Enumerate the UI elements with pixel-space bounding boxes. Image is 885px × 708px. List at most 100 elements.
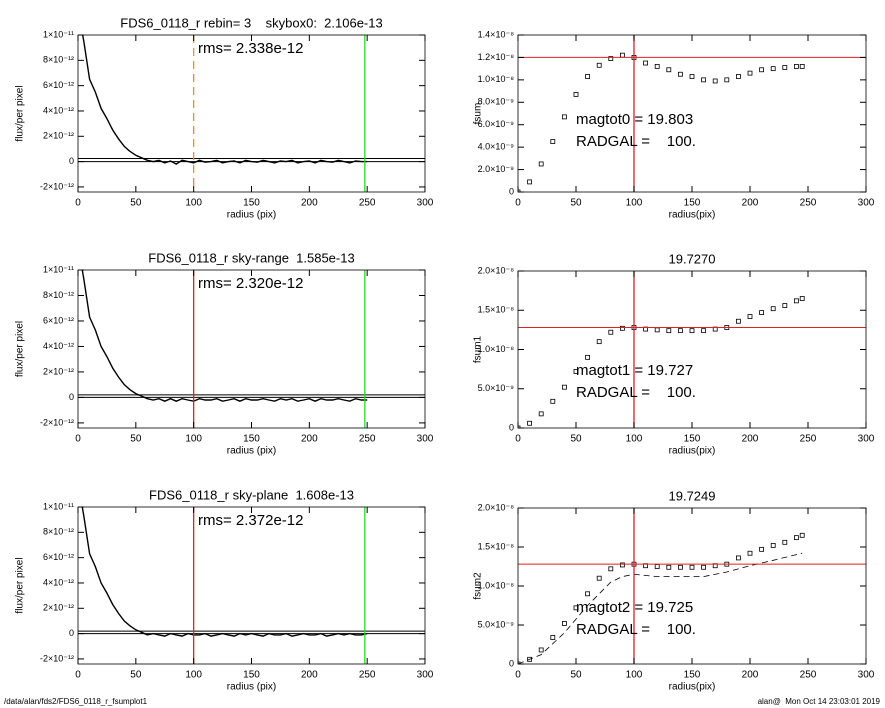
footer-stamp: alan@ Mon Oct 14 23:03:01 2019 xyxy=(758,697,881,706)
y-tick-label: 8×10⁻¹² xyxy=(43,55,74,65)
y-axis-label: fsum2 xyxy=(473,572,484,600)
x-tick-label: 0 xyxy=(75,198,81,209)
data-marker xyxy=(666,328,672,334)
x-axis-label: radius(pix) xyxy=(669,446,716,457)
data-marker xyxy=(562,621,567,626)
chart-title: 19.7270 xyxy=(669,251,716,266)
data-marker xyxy=(608,329,614,335)
data-marker xyxy=(712,78,718,84)
y-tick-label: 1.4×10⁻⁸ xyxy=(478,29,515,39)
x-axis-label: radius (pix) xyxy=(227,210,276,221)
data-marker xyxy=(689,328,695,334)
data-marker xyxy=(538,647,544,653)
x-tick-label: 100 xyxy=(185,198,202,209)
data-marker xyxy=(550,635,556,640)
profile-line xyxy=(518,552,803,664)
y-tick-label: 0 xyxy=(69,628,74,638)
data-marker xyxy=(666,564,672,570)
plot-area xyxy=(78,507,425,664)
data-marker xyxy=(747,314,753,319)
plot-frame xyxy=(517,507,867,665)
data-marker xyxy=(562,114,567,120)
y-tick-label: 8×10⁻¹² xyxy=(43,527,74,537)
annotation: rms= 2.320e-12 xyxy=(198,275,303,292)
chart-title: FDS6_0118_r rebin= 3 skybox0: 2.106e-13 xyxy=(120,15,382,30)
data-marker xyxy=(701,564,706,570)
x-axis-label: radius (pix) xyxy=(227,682,276,693)
data-marker xyxy=(538,411,544,417)
data-marker xyxy=(678,564,683,570)
y-tick-label: 0 xyxy=(509,658,514,668)
y-tick-label: 0 xyxy=(509,186,514,196)
x-tick-label: 50 xyxy=(570,670,582,681)
data-marker xyxy=(562,384,567,390)
x-tick-label: 250 xyxy=(359,434,376,445)
data-marker xyxy=(689,74,695,79)
data-marker xyxy=(782,539,788,545)
x-tick-label: 250 xyxy=(359,670,376,681)
data-marker xyxy=(794,535,799,541)
data-marker xyxy=(608,56,614,61)
plot-area xyxy=(518,35,866,192)
y-tick-label: -2×10⁻¹² xyxy=(40,653,74,663)
data-marker xyxy=(782,303,788,308)
y-axis-label: fsum1 xyxy=(473,335,484,363)
data-marker xyxy=(585,74,590,79)
data-marker xyxy=(799,532,805,538)
x-tick-label: 0 xyxy=(515,434,521,445)
data-marker xyxy=(550,398,556,404)
data-marker xyxy=(654,64,660,69)
data-marker xyxy=(759,546,764,552)
data-marker xyxy=(666,67,672,73)
profile-line xyxy=(81,35,368,165)
profile-line xyxy=(81,507,368,637)
data-marker xyxy=(794,64,799,69)
plot-area xyxy=(78,35,425,192)
y-tick-label: 1.5×10⁻⁸ xyxy=(478,305,515,315)
chart-title: FDS6_0118_r sky-plane 1.608e-13 xyxy=(149,487,354,502)
y-tick-label: 4×10⁻¹² xyxy=(43,341,74,351)
plot-frame xyxy=(77,34,426,193)
data-marker xyxy=(620,52,625,58)
x-axis-label: radius (pix) xyxy=(227,446,276,457)
x-tick-label: 250 xyxy=(800,434,817,445)
data-marker xyxy=(770,306,776,312)
y-tick-label: 1.0×10⁻⁸ xyxy=(478,580,515,590)
x-tick-label: 0 xyxy=(75,670,81,681)
annotation: magtot1 = 19.727 xyxy=(576,362,693,379)
data-marker xyxy=(573,92,579,97)
x-tick-label: 50 xyxy=(130,670,142,681)
y-tick-label: 1.2×10⁻⁸ xyxy=(478,52,515,62)
y-axis-label: fsum xyxy=(473,103,484,125)
annotation: rms= 2.372e-12 xyxy=(198,512,303,529)
x-tick-label: 300 xyxy=(858,198,875,209)
data-marker xyxy=(689,564,695,570)
data-marker xyxy=(550,139,556,144)
data-marker xyxy=(747,550,753,556)
data-marker xyxy=(678,328,683,334)
y-tick-label: 1×10⁻¹¹ xyxy=(43,29,74,39)
data-marker xyxy=(782,65,788,70)
y-tick-label: 0 xyxy=(69,392,74,402)
annotation: magtot0 = 19.803 xyxy=(576,111,693,128)
y-axis-label: flux/per pixel xyxy=(15,85,26,141)
data-marker xyxy=(799,64,805,69)
y-tick-label: 5.0×10⁻⁹ xyxy=(478,619,515,629)
x-tick-label: 100 xyxy=(185,670,202,681)
x-tick-label: 200 xyxy=(301,198,318,209)
x-tick-label: 200 xyxy=(301,434,318,445)
x-tick-label: 200 xyxy=(742,198,759,209)
y-tick-label: 1×10⁻¹¹ xyxy=(43,501,74,511)
x-tick-label: 250 xyxy=(359,198,376,209)
x-axis-label: radius(pix) xyxy=(669,210,716,221)
x-tick-label: 150 xyxy=(684,198,701,209)
data-marker xyxy=(573,605,579,611)
y-tick-label: 5.0×10⁻⁹ xyxy=(478,383,515,393)
x-tick-label: 200 xyxy=(301,670,318,681)
data-marker xyxy=(654,564,660,569)
plot-area xyxy=(518,508,866,664)
plot-frame xyxy=(77,506,426,665)
data-marker xyxy=(759,310,764,316)
annotation: RADGAL = 100. xyxy=(576,133,696,150)
